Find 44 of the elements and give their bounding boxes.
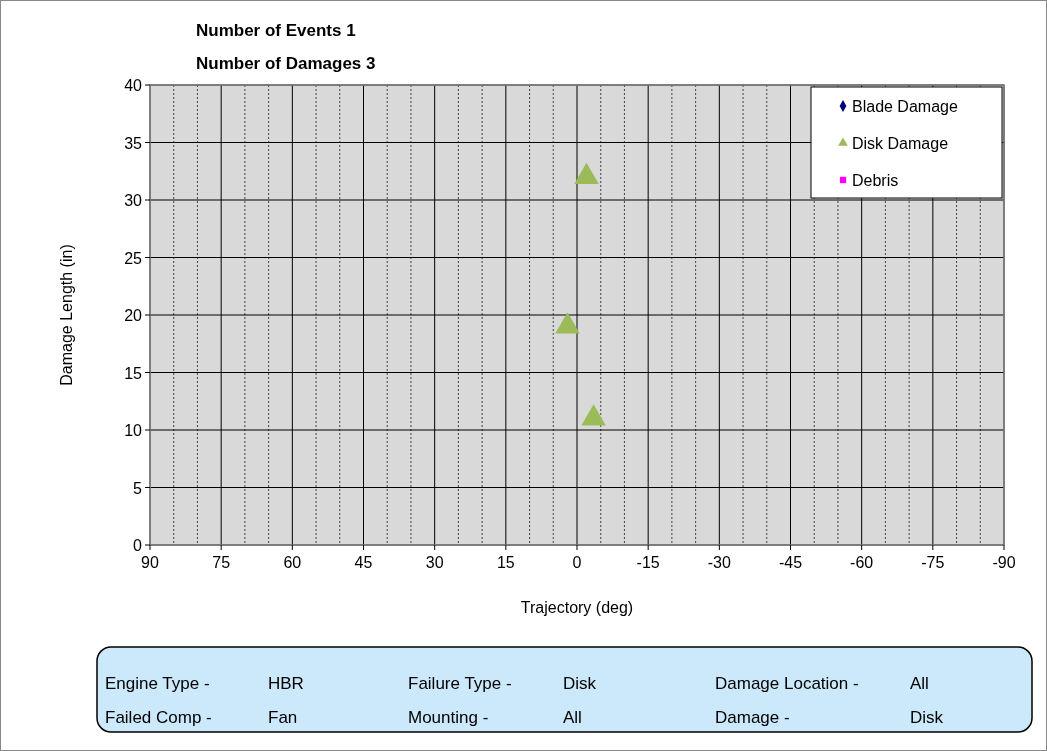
y-tick-label: 15: [124, 364, 143, 382]
x-tick-label: 60: [283, 554, 302, 571]
y-axis-title: Damage Length (in): [58, 244, 75, 386]
x-tick-label: 0: [572, 554, 582, 571]
y-tick-label: 10: [124, 422, 143, 439]
text: Fan: [268, 708, 298, 727]
y-tick-label: 35: [124, 134, 143, 152]
x-tick-label: 45: [354, 554, 373, 571]
x-tick-label: 15: [496, 554, 515, 571]
legend-label: Disk Damage: [852, 135, 949, 152]
text: Failure Type -: [408, 674, 512, 693]
text: Mounting -: [408, 708, 489, 727]
chart-subtitle: Number of Damages 3: [196, 54, 376, 73]
x-axis-title: Trajectory (deg): [520, 599, 634, 616]
text: All: [910, 674, 929, 693]
x-tick-label: 90: [141, 554, 159, 571]
y-tick-label: 0: [133, 537, 143, 554]
x-tick-label: -15: [636, 554, 660, 571]
y-tick-label: 5: [133, 479, 143, 497]
y-tick-label: 20: [124, 307, 143, 324]
x-tick-label: -90: [992, 554, 1016, 571]
x-tick-label: -45: [778, 554, 803, 571]
text: Disk: [563, 674, 597, 693]
x-tick-label: -30: [707, 554, 731, 571]
text: Damage -: [715, 708, 790, 727]
x-tick-label: 30: [425, 554, 444, 571]
legend-label: Debris: [852, 172, 899, 189]
point: [581, 404, 606, 426]
legend-label: Blade Damage: [852, 98, 958, 115]
x-tick-label: -75: [921, 554, 945, 571]
point: [555, 312, 580, 334]
text: Disk: [910, 708, 944, 727]
text: Engine Type -: [105, 674, 210, 693]
text: All: [563, 708, 582, 727]
point: [574, 162, 599, 185]
chart-title: Number of Events 1: [196, 21, 356, 40]
text: Damage Location -: [715, 674, 859, 693]
x-tick-label: -60: [850, 554, 874, 571]
y-tick-label: 40: [124, 77, 143, 94]
text: Failed Comp -: [105, 708, 212, 727]
y-tick-label: 30: [124, 192, 143, 209]
x-tick-label: 75: [212, 554, 231, 571]
text: HBR: [268, 674, 304, 693]
y-tick-label: 25: [124, 249, 143, 267]
